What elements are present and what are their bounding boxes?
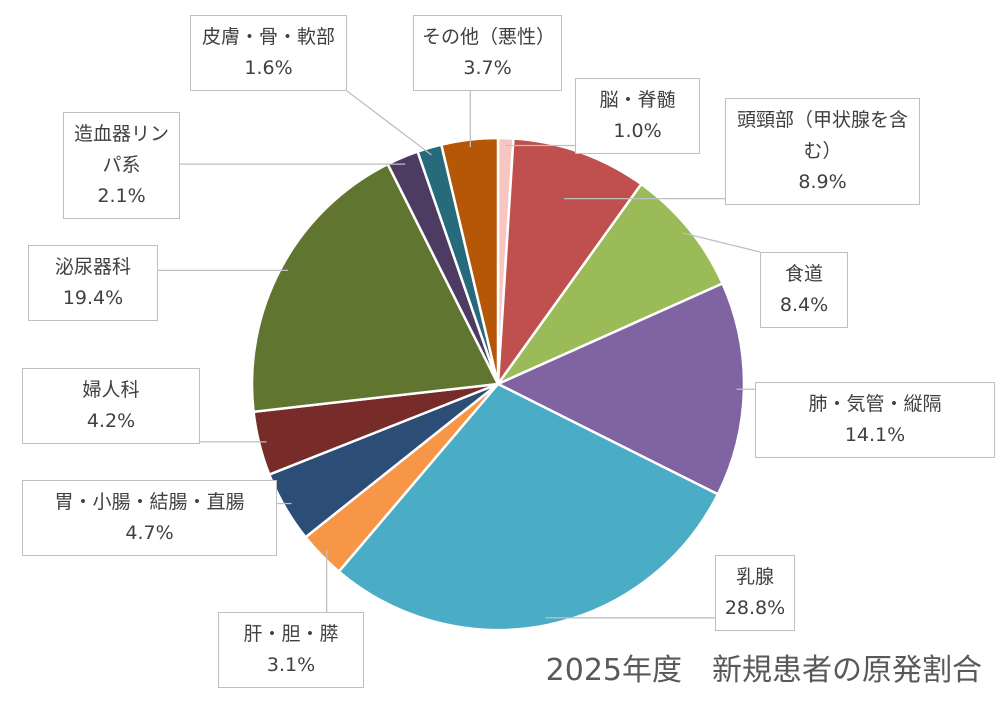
- data-label: 造血器リンパ系 2.1%: [63, 112, 180, 219]
- data-label: その他（悪性） 3.7%: [413, 15, 562, 91]
- value-label: 8.4%: [779, 294, 829, 316]
- value-label: 1.0%: [613, 120, 662, 142]
- category-label: 肺・気管・縦隔: [808, 393, 942, 415]
- category-label: 婦人科: [82, 379, 140, 401]
- data-label: 胃・小腸・結腸・直腸 4.7%: [22, 480, 277, 556]
- pie-slice: [337, 382, 720, 632]
- category-label: その他（悪性）: [422, 26, 556, 48]
- category-label: 胃・小腸・結腸・直腸: [54, 491, 245, 513]
- data-label: 乳腺 28.8%: [715, 555, 795, 631]
- category-label: 皮膚・骨・軟部: [201, 26, 335, 48]
- category-label: 食道: [784, 263, 823, 285]
- chart-title: 2025年度 新規患者の原発割合: [545, 653, 982, 688]
- value-label: 2.1%: [97, 185, 146, 207]
- leader-line: [346, 90, 432, 156]
- data-label: 皮膚・骨・軟部 1.6%: [190, 15, 347, 91]
- pie-slice: [439, 136, 500, 385]
- data-label: 食道 8.4%: [760, 252, 848, 328]
- value-label: 3.7%: [463, 57, 512, 79]
- slices: [250, 136, 746, 632]
- value-label: 3.1%: [266, 654, 316, 676]
- pie-slice: [250, 162, 500, 414]
- value-label: 8.9%: [798, 171, 847, 193]
- leader-line: [682, 232, 761, 253]
- leader-lines: [158, 90, 761, 619]
- value-label: 1.6%: [244, 57, 293, 79]
- value-label: 4.2%: [86, 410, 136, 432]
- data-label: 婦人科 4.2%: [22, 368, 200, 444]
- data-label: 脳・脊髄 1.0%: [575, 78, 700, 154]
- data-label: 肝・胆・膵 3.1%: [218, 612, 364, 688]
- value-label: 19.4%: [62, 287, 124, 309]
- value-label: 28.8%: [724, 597, 786, 619]
- category-label: 頭頸部（甲状腺を含む）: [736, 109, 908, 162]
- category-label: 肝・胆・膵: [243, 623, 339, 645]
- pie-slice: [494, 182, 725, 388]
- category-label: 造血器リンパ系: [73, 123, 169, 176]
- category-label: 脳・脊髄: [599, 89, 676, 111]
- value-label: 14.1%: [844, 424, 906, 446]
- category-label: 乳腺: [735, 566, 774, 588]
- value-label: 4.7%: [125, 522, 174, 544]
- data-label: 泌尿器科 19.4%: [28, 245, 158, 321]
- category-label: 泌尿器科: [54, 256, 131, 278]
- data-label: 肺・気管・縦隔 14.1%: [755, 382, 995, 458]
- data-label: 頭頸部（甲状腺を含む） 8.9%: [725, 98, 920, 205]
